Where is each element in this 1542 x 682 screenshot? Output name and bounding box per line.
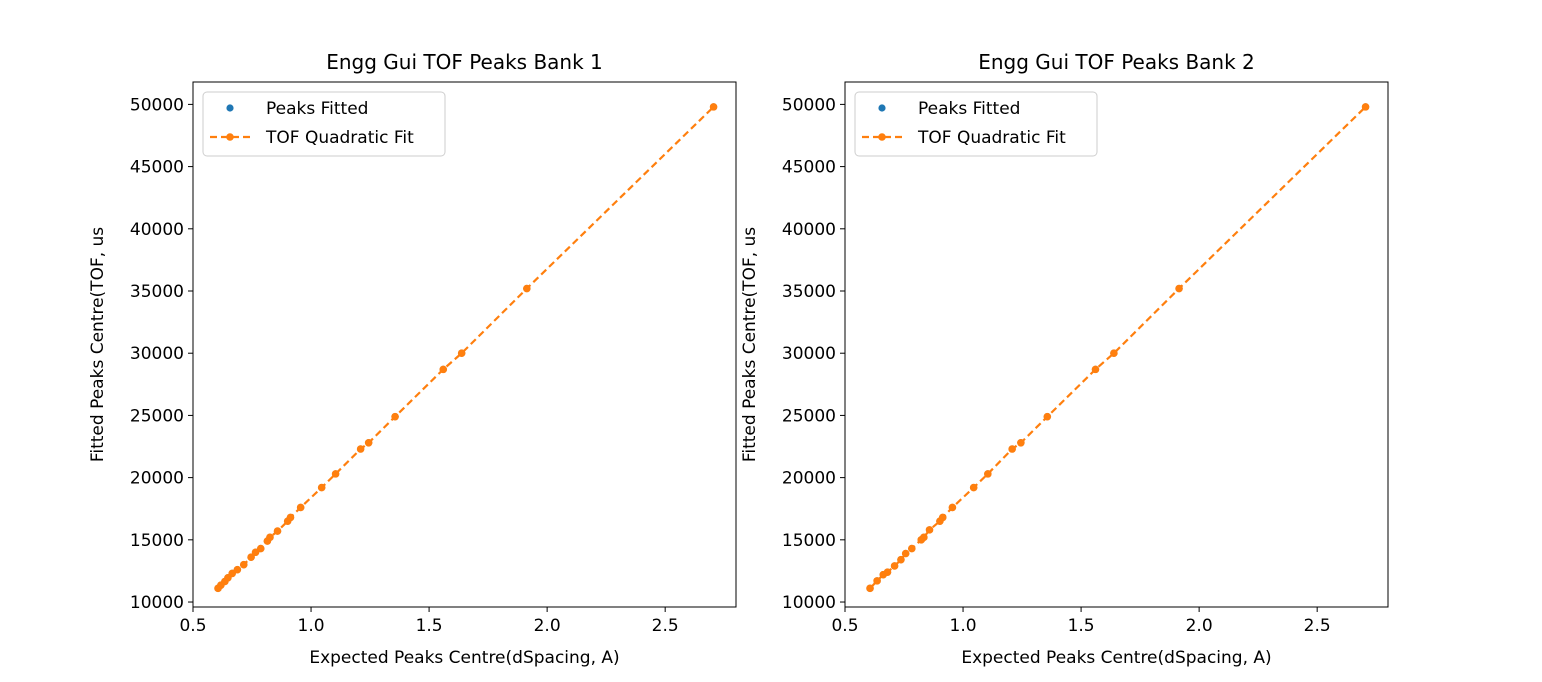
point-tof-quadratic-fit (256, 544, 265, 553)
y-tick-label: 40000 (130, 220, 184, 240)
y-tick-label: 40000 (782, 220, 836, 240)
y-tick-label: 25000 (130, 406, 184, 426)
series-line-tof-quadratic-fit (869, 106, 1367, 590)
y-tick-label: 20000 (130, 469, 184, 489)
legend: Peaks Fitted TOF Quadratic Fit (202, 91, 446, 157)
legend-marker-peaks-fitted (878, 104, 886, 112)
x-tick-label: 2.5 (1304, 616, 1331, 636)
point-tof-quadratic-fit (364, 438, 373, 447)
point-tof-quadratic-fit (266, 533, 274, 542)
legend-frame (202, 91, 446, 157)
point-tof-quadratic-fit (439, 365, 448, 374)
chart-2: 0.5 1.0 1.5 2.0 2.5 10000 15000 20000 25000 30000… (740, 50, 1389, 668)
point-tof-quadratic-fit (273, 527, 282, 535)
chart-title: Engg Gui TOF Peaks Bank 2 (978, 50, 1255, 74)
x-tick-label: 2.0 (1186, 616, 1213, 636)
y-tick-label: 20000 (782, 469, 836, 489)
y-axis-label: Fitted Peaks Centre(TOF, us (740, 227, 760, 462)
point-tof-quadratic-fit (920, 533, 928, 542)
x-tick-label: 1.5 (1068, 616, 1095, 636)
legend-marker-tof-quadratic-fit (878, 133, 886, 141)
point-tof-quadratic-fit (286, 513, 295, 522)
legend-marker-tof-quadratic-fit (226, 133, 234, 141)
point-tof-quadratic-fit (457, 349, 466, 358)
chart-1: 0.5 1.0 1.5 2.0 2.5 10000 15000 20000 25000 30000… (88, 50, 737, 668)
plot-frame (844, 81, 1389, 608)
point-tof-quadratic-fit (356, 445, 365, 453)
point-tof-quadratic-fit (901, 549, 910, 558)
y-tick-label: 10000 (130, 593, 184, 613)
plot-frame (192, 81, 737, 608)
y-tick-label: 25000 (782, 406, 836, 426)
point-tof-quadratic-fit (1043, 412, 1052, 421)
point-tof-quadratic-fit (969, 483, 978, 492)
point-tof-quadratic-fit (709, 103, 718, 111)
y-tick-label: 50000 (130, 95, 184, 115)
x-axis-label: Expected Peaks Centre(dSpacing, A) (309, 648, 619, 668)
y-tick-label: 30000 (130, 344, 184, 364)
x-tick-label: 0.5 (179, 616, 206, 636)
legend-label-peaks-fitted: Peaks Fitted (918, 99, 1020, 119)
point-tof-quadratic-fit (1017, 438, 1025, 447)
point-tof-quadratic-fit (1008, 445, 1016, 453)
point-tof-quadratic-fit (938, 513, 947, 522)
point-tof-quadratic-fit (391, 412, 399, 421)
point-tof-quadratic-fit (883, 568, 892, 576)
point-tof-quadratic-fit (296, 503, 305, 512)
x-tick-label: 2.5 (652, 616, 679, 636)
point-tof-quadratic-fit (1110, 349, 1118, 358)
point-tof-quadratic-fit (523, 284, 531, 293)
y-tick-label: 50000 (782, 95, 836, 115)
point-tof-quadratic-fit (948, 503, 957, 512)
point-tof-quadratic-fit (866, 584, 874, 593)
y-tick-label: 35000 (782, 282, 836, 302)
y-tick-label: 45000 (130, 158, 184, 178)
point-tof-quadratic-fit (247, 553, 255, 562)
x-tick-label: 1.5 (416, 616, 443, 636)
point-tof-quadratic-fit (925, 526, 934, 534)
x-tick-label: 1.0 (298, 616, 325, 636)
point-tof-quadratic-fit (239, 560, 248, 569)
point-tof-quadratic-fit (890, 562, 899, 570)
point-tof-quadratic-fit (331, 470, 340, 478)
point-tof-quadratic-fit (908, 544, 916, 553)
point-tof-quadratic-fit (1175, 284, 1183, 293)
point-tof-quadratic-fit (317, 483, 326, 492)
x-tick-label: 2.0 (534, 616, 561, 636)
point-tof-quadratic-fit (1091, 365, 1100, 374)
y-tick-label: 45000 (782, 158, 836, 178)
point-tof-quadratic-fit (233, 565, 242, 574)
x-axis-label: Expected Peaks Centre(dSpacing, A) (961, 648, 1271, 668)
y-axis-label: Fitted Peaks Centre(TOF, us (88, 227, 108, 462)
x-tick-label: 1.0 (950, 616, 977, 636)
x-tick-label: 0.5 (831, 616, 858, 636)
y-tick-label: 35000 (130, 282, 184, 302)
point-tof-quadratic-fit (984, 470, 992, 478)
chart-title: Engg Gui TOF Peaks Bank 1 (326, 50, 603, 74)
legend-frame (854, 91, 1098, 157)
y-tick-label: 15000 (130, 531, 184, 551)
point-tof-quadratic-fit (897, 555, 905, 564)
y-tick-label: 15000 (782, 531, 836, 551)
legend-marker-peaks-fitted (226, 104, 234, 112)
legend: Peaks Fitted TOF Quadratic Fit (854, 91, 1098, 157)
legend-label-tof-quadratic-fit: TOF Quadratic Fit (917, 128, 1066, 148)
legend-label-peaks-fitted: Peaks Fitted (266, 99, 368, 119)
point-tof-quadratic-fit (1361, 103, 1370, 111)
point-tof-quadratic-fit (873, 577, 881, 585)
legend-label-tof-quadratic-fit: TOF Quadratic Fit (265, 128, 414, 148)
y-tick-label: 10000 (782, 593, 836, 613)
y-tick-label: 30000 (782, 344, 836, 364)
